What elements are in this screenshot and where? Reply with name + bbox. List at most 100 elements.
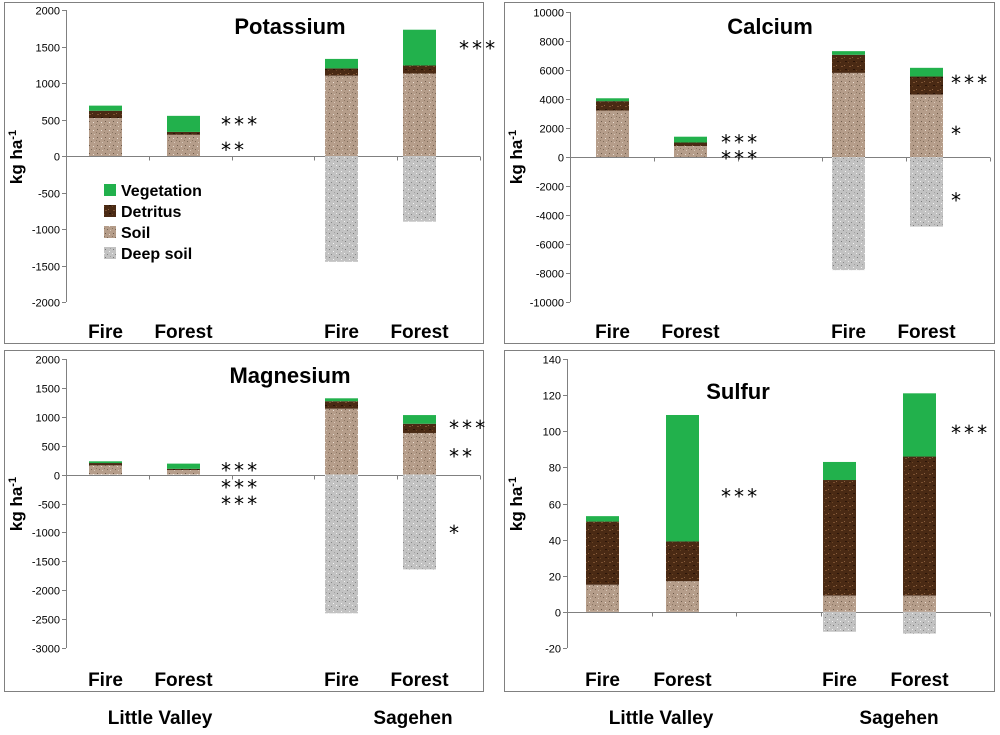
y-tick-label: -1000 [32,528,60,540]
y-tick-label: 4000 [540,95,564,107]
legend-swatch-detritus [104,205,116,217]
bar-vegetation-sagehen-fire [823,461,856,481]
y-tick-label: -3000 [32,644,60,656]
y-axis-label-unit: kg ha [7,139,26,184]
y-tick-label: 8000 [540,37,564,49]
bar-soil-sagehen-fire [823,595,856,612]
bar-vegetation-little-valley-fire [89,461,122,464]
bar-detritus-sagehen-forest [910,76,943,95]
y-tick-label: 500 [42,442,60,454]
bar-vegetation-little-valley-fire [596,98,629,102]
y-tick-label: 20 [549,572,561,584]
category-label: Forest [154,322,213,343]
bar-vegetation-sagehen-fire [325,398,358,402]
bar-soil-sagehen-forest [403,73,436,156]
y-tick-label: 0 [54,152,60,164]
y-axis-label: kg ha-1 [507,477,526,531]
y-tick-label: -20 [545,644,561,656]
y-tick-label: 120 [543,391,561,403]
y-axis-label-unit: kg ha [507,139,526,184]
y-tick-label: -1000 [32,225,60,237]
bar-soil-little-valley-fire [89,465,122,475]
bar-vegetation-sagehen-fire [832,51,865,55]
significance-stars: *** [220,459,259,483]
bar-deep-soil-sagehen-fire [325,474,358,614]
bar-soil-little-valley-fire [586,584,619,612]
chart-magnesium: -3000 -2500 -2000 -1500 -1000 -500 0 500 1000 150… [7,355,486,692]
chart-potassium: -2000 -1500 -1000 -500 0 500 1000 1500 2000 Fire F… [7,6,497,344]
significance-stars: *** [720,146,759,170]
bar-deep-soil-sagehen-fire [832,157,865,271]
bar-detritus-little-valley-forest [167,468,200,470]
bar-soil-sagehen-fire [325,408,358,475]
y-tick-label: 100 [543,427,561,439]
y-axis-label-exponent: -1 [7,130,19,140]
bar-vegetation-sagehen-fire [325,58,358,69]
y-tick-label: -2000 [536,182,564,194]
y-axis-label: kg ha-1 [7,130,26,184]
category-label: Forest [890,670,949,691]
panel-frame-potassium [4,2,484,344]
y-tick-label: 1500 [36,384,60,396]
legend-swatch-deep-soil [104,247,116,259]
significance-stars: * [448,521,461,545]
y-tick-label: -2000 [32,298,60,310]
bar-vegetation-little-valley-fire [89,105,122,111]
significance-stars: *** [950,421,989,445]
y-tick-label: 6000 [540,66,564,78]
significance-stars: *** [220,113,259,137]
bar-detritus-little-valley-forest [167,131,200,135]
y-tick-label: 0 [558,153,564,165]
bar-deep-soil-sagehen-forest [910,157,943,227]
bar-soil-little-valley-forest [674,146,707,157]
panel-frame-calcium [504,2,995,344]
y-axis-label-exponent: -1 [507,130,519,140]
y-tick-label: 1500 [36,43,60,55]
chart-sulfur: -20 0 20 40 60 80 100 120 140 Fire Forest Fire Fores… [507,355,991,691]
y-tick-label: -6000 [536,240,564,252]
bar-vegetation-sagehen-forest [403,415,436,424]
significance-stars: * [950,189,963,213]
legend-swatch-vegetation [104,184,116,196]
bar-vegetation-sagehen-forest [403,29,436,66]
category-label: Fire [585,670,620,691]
bar-soil-sagehen-fire [832,72,865,157]
y-tick-label: 2000 [36,6,60,18]
category-label: Fire [324,322,359,343]
bar-vegetation-little-valley-forest [167,115,200,132]
significance-stars: *** [720,131,759,155]
site-label-little-valley-right: Little Valley [609,708,714,729]
y-tick-label: 0 [555,608,561,620]
bar-detritus-sagehen-forest [403,423,436,433]
site-label-sagehen-left: Sagehen [373,708,452,729]
y-axis-label: kg ha-1 [507,130,526,184]
significance-stars: *** [950,71,989,95]
category-label: Forest [390,322,449,343]
bar-detritus-little-valley-fire [89,110,122,119]
bar-detritus-sagehen-forest [903,456,936,596]
legend-label-soil: Soil [121,225,150,242]
y-axis-label-exponent: -1 [507,477,519,487]
panel-frame-magnesium [4,350,484,692]
bar-detritus-little-valley-fire [89,463,122,466]
bar-soil-little-valley-forest [666,581,699,612]
bar-deep-soil-sagehen-forest [403,474,436,570]
bar-vegetation-little-valley-forest [666,414,699,542]
y-tick-label: 10000 [533,8,564,20]
bar-soil-little-valley-forest [167,469,200,475]
legend-label-vegetation: Vegetation [121,183,202,200]
y-axis-label-unit: kg ha [507,486,526,531]
bar-soil-sagehen-forest [910,94,943,157]
y-axis-label: kg ha-1 [7,477,26,531]
bar-detritus-sagehen-forest [403,65,436,74]
bar-detritus-little-valley-fire [596,101,629,111]
significance-stars: ** [448,445,474,469]
y-tick-label: 500 [42,116,60,128]
bar-detritus-little-valley-forest [666,541,699,582]
y-tick-label: 1000 [36,413,60,425]
bar-soil-little-valley-fire [596,110,629,157]
y-tick-label: 60 [549,500,561,512]
significance-stars: *** [220,492,259,516]
significance-stars: *** [458,37,497,61]
y-axis-label-unit: kg ha [7,486,26,531]
